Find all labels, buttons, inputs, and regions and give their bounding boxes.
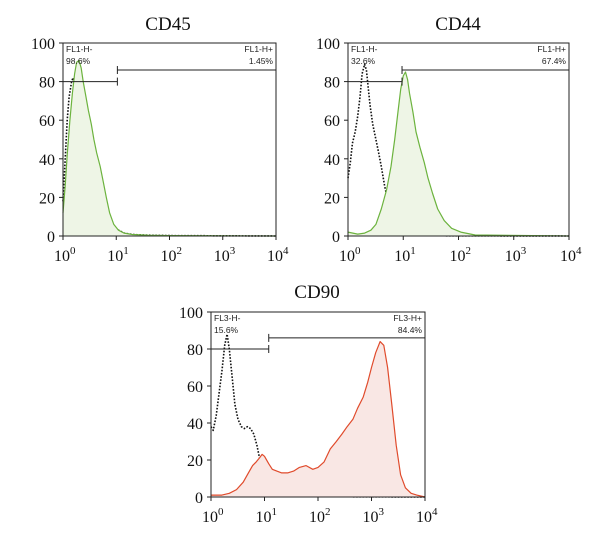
x-tick-label: 102 bbox=[161, 245, 183, 265]
gate-percent: 98.6% bbox=[66, 56, 91, 66]
chart-title: CD44 bbox=[435, 14, 481, 35]
gate-percent: 84.4% bbox=[398, 325, 423, 335]
y-tick-label: 0 bbox=[195, 490, 203, 507]
gate-percent: 15.6% bbox=[214, 325, 239, 335]
gate-name: FL3-H- bbox=[214, 313, 241, 323]
y-tick-label: 80 bbox=[324, 75, 340, 92]
x-axis: 100 101 102 103 104 bbox=[54, 236, 289, 265]
histogram-fill-1 bbox=[348, 72, 569, 236]
x-axis: 100 101 102 103 104 bbox=[339, 236, 582, 265]
series-layer bbox=[62, 59, 277, 237]
x-tick-label: 103 bbox=[363, 506, 385, 526]
x-tick-label: 102 bbox=[309, 506, 331, 526]
y-tick-label: 0 bbox=[47, 229, 55, 246]
y-tick-label: 100 bbox=[31, 36, 55, 53]
x-tick-label: 101 bbox=[256, 506, 278, 526]
histogram-fill-1 bbox=[63, 60, 276, 237]
gate-positive: FL1-H+ 67.4% bbox=[401, 44, 570, 75]
x-tick-label: 102 bbox=[450, 245, 472, 265]
x-tick-label: 104 bbox=[267, 245, 289, 265]
gate-name: FL1-H+ bbox=[537, 44, 566, 54]
y-tick-label: 0 bbox=[332, 229, 340, 246]
y-tick-label: 40 bbox=[39, 152, 55, 169]
y-tick-label: 20 bbox=[187, 453, 203, 470]
y-tick-label: 80 bbox=[39, 75, 55, 92]
y-axis: 0 20 40 60 80 100 bbox=[316, 36, 348, 246]
y-tick-label: 100 bbox=[179, 305, 203, 322]
gate-negative: FL1-H- 32.6% bbox=[347, 44, 403, 86]
gate-percent: 32.6% bbox=[351, 56, 376, 66]
series-layer bbox=[347, 63, 570, 237]
y-tick-label: 20 bbox=[39, 190, 55, 207]
x-tick-label: 104 bbox=[416, 506, 438, 526]
chart-title: CD45 bbox=[145, 14, 190, 35]
chart-title: CD90 bbox=[294, 282, 339, 303]
gate-name: FL3-H+ bbox=[393, 313, 422, 323]
y-tick-label: 60 bbox=[324, 113, 340, 130]
x-tick-label: 101 bbox=[107, 245, 129, 265]
x-tick-label: 101 bbox=[394, 245, 416, 265]
y-tick-label: 60 bbox=[39, 113, 55, 130]
y-tick-label: 20 bbox=[324, 190, 340, 207]
gate-negative: FL3-H- 15.6% bbox=[210, 313, 270, 353]
y-tick-label: 80 bbox=[187, 342, 203, 359]
y-axis: 0 20 40 60 80 100 bbox=[179, 305, 211, 507]
x-tick-label: 103 bbox=[505, 245, 527, 265]
y-tick-label: 40 bbox=[187, 416, 203, 433]
x-tick-label: 104 bbox=[560, 245, 582, 265]
gate-percent: 1.45% bbox=[249, 56, 274, 66]
x-axis: 100 101 102 103 104 bbox=[202, 497, 438, 526]
panel-cd45: CD45 FL1-H- 98.6% FL1-H+ 1.45% 0 20 40 6… bbox=[31, 14, 289, 265]
gate-name: FL1-H- bbox=[351, 44, 378, 54]
histogram-fill-1 bbox=[211, 341, 425, 497]
x-tick-label: 100 bbox=[54, 245, 76, 265]
gate-name: FL1-H- bbox=[66, 44, 93, 54]
x-tick-label: 103 bbox=[214, 245, 236, 265]
gate-percent: 67.4% bbox=[542, 56, 567, 66]
panel-cd90: CD90 FL3-H- 15.6% FL3-H+ 84.4% 0 20 40 6… bbox=[179, 282, 438, 526]
gate-positive: FL3-H+ 84.4% bbox=[268, 313, 426, 342]
marker-histogram-line-1 bbox=[62, 59, 277, 237]
x-tick-label: 100 bbox=[339, 245, 361, 265]
y-tick-label: 40 bbox=[324, 152, 340, 169]
panel-cd44: CD44 FL1-H- 32.6% FL1-H+ 67.4% 0 20 40 6… bbox=[316, 14, 582, 265]
marker-histogram-line-1 bbox=[347, 71, 570, 237]
gate-positive: FL1-H+ 1.45% bbox=[116, 44, 277, 75]
x-tick-label: 100 bbox=[202, 506, 224, 526]
y-axis: 0 20 40 60 80 100 bbox=[31, 36, 63, 246]
gate-negative: FL1-H- 98.6% bbox=[62, 44, 118, 86]
marker-histogram-line-1 bbox=[211, 341, 426, 498]
gate-name: FL1-H+ bbox=[244, 44, 273, 54]
series-layer bbox=[210, 333, 426, 498]
y-tick-label: 100 bbox=[316, 36, 340, 53]
y-tick-label: 60 bbox=[187, 379, 203, 396]
isotype-control-line-0 bbox=[347, 63, 570, 237]
plot-frame bbox=[347, 42, 570, 237]
